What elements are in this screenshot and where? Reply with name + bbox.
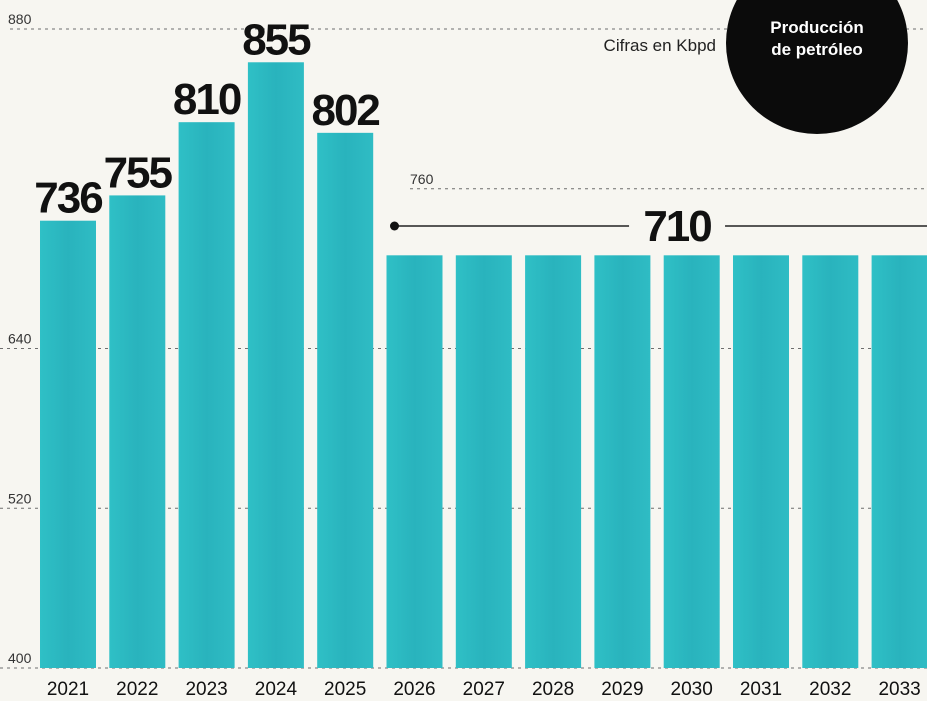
bar-2026	[386, 255, 443, 668]
bar-2030	[663, 255, 720, 668]
projection-bracket: 710	[390, 202, 927, 251]
x-tick-label: 2033	[878, 679, 920, 700]
bar-2031	[733, 255, 789, 668]
y-tick-label: 880	[8, 11, 32, 27]
projection-value-label: 710	[643, 202, 711, 251]
x-tick-label: 2030	[671, 679, 713, 700]
x-tick-label: 2024	[255, 679, 298, 700]
bar-2025	[317, 132, 374, 668]
bar-2027	[455, 255, 512, 668]
title-badge: Producción de petróleo	[726, 0, 908, 134]
value-label-2024: 855	[242, 15, 311, 64]
projection-dot-start	[390, 221, 399, 231]
bar-2023	[178, 122, 235, 668]
title-line-1: Producción	[770, 18, 864, 37]
y-tick-label: 520	[8, 490, 32, 506]
x-tick-label: 2026	[393, 679, 435, 700]
title-line-2: de petróleo	[771, 40, 863, 59]
x-tick-label: 2028	[532, 679, 574, 700]
bar-2028	[525, 255, 582, 668]
value-label-2022: 755	[104, 148, 173, 197]
x-tick-label: 2027	[463, 679, 505, 700]
value-label-2025: 802	[311, 86, 379, 135]
x-axis-ticks: 2021 2022 2023 2024 2025 2026 2027 2028 2029 2030…	[47, 679, 921, 700]
bar-2032	[802, 255, 859, 668]
y-tick-label: 640	[8, 331, 32, 347]
bar-2021	[40, 220, 96, 668]
y-tick-label: 400	[8, 650, 32, 666]
unit-label: Cifras en Kbpd	[604, 36, 716, 55]
x-tick-label: 2025	[324, 679, 366, 700]
x-tick-label: 2032	[809, 679, 851, 700]
title-circle	[726, 0, 908, 134]
bar-2022	[109, 195, 166, 668]
bar-2029	[594, 255, 651, 668]
x-tick-label: 2031	[740, 679, 782, 700]
x-tick-label: 2029	[601, 679, 643, 700]
x-tick-label: 2023	[185, 679, 227, 700]
x-tick-label: 2021	[47, 679, 89, 700]
bar-2024	[247, 62, 304, 668]
bar-2033	[871, 255, 927, 668]
value-label-2023: 810	[173, 75, 241, 124]
x-tick-label: 2022	[116, 679, 158, 700]
bars	[40, 62, 927, 668]
y-tick-label: 760	[410, 171, 434, 187]
value-label-2021: 736	[34, 174, 102, 223]
